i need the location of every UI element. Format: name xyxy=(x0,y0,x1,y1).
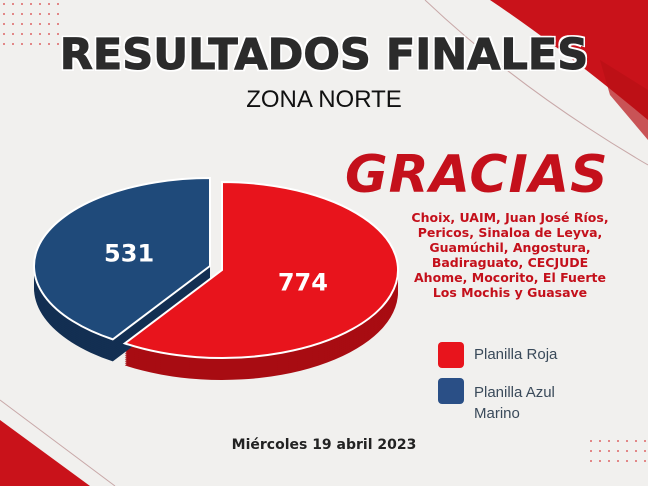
red-brush-top-right xyxy=(490,0,648,120)
thanks-heading: GRACIAS xyxy=(345,145,609,205)
page-subtitle: ZONA NORTE xyxy=(246,86,402,113)
place-line: Los Mochis y Guasave xyxy=(432,285,588,300)
legend-item-roja: Planilla Roja xyxy=(438,342,557,368)
pie-chart: 774 531 xyxy=(33,176,399,380)
pie-slice-roja xyxy=(122,180,399,359)
red-brush-bottom-left xyxy=(0,420,90,486)
legend-swatch-red xyxy=(438,342,464,368)
place-line: Badiraguato, CECJUDE xyxy=(431,255,589,270)
data-label: 531 xyxy=(104,239,154,267)
legend-swatch-blue xyxy=(438,378,464,404)
legend-label: Planilla Roja xyxy=(474,346,558,363)
place-line: Ahome, Mocorito, El Fuerte xyxy=(414,270,606,285)
place-line: Choix, UAIM, Juan José Ríos, xyxy=(411,210,609,225)
page-title: RESULTADOS FINALES xyxy=(59,30,589,81)
legend-label: Planilla Azul Marino xyxy=(474,384,555,422)
dot-grid-top-left xyxy=(3,3,66,53)
place-line: Pericos, Sinaloa de Leyva, xyxy=(417,225,603,240)
data-label: 774 xyxy=(278,269,328,297)
date-label: Miércoles 19 abril 2023 xyxy=(231,437,417,453)
legend-item-azul: Planilla Azul Marino xyxy=(438,378,558,424)
place-line: Guamúchil, Angostura, xyxy=(429,240,591,255)
dot-grid-bottom-right xyxy=(590,440,648,470)
pie-slice-azul xyxy=(33,176,211,341)
thanks-places: Choix, UAIM, Juan José Ríos, Pericos, Si… xyxy=(390,210,630,300)
